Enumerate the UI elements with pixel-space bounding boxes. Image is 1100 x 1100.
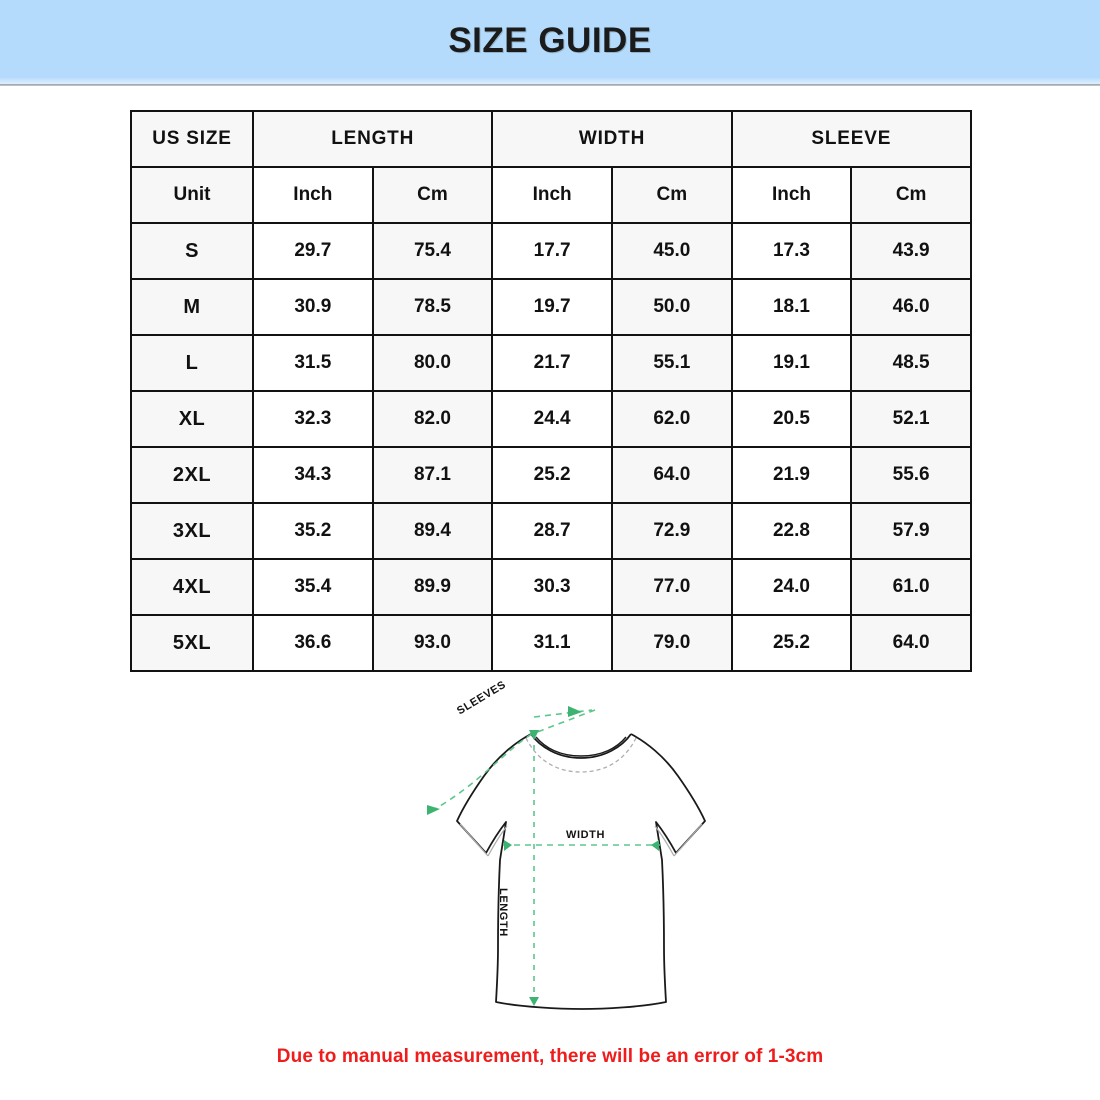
row-width-inch: 19.7: [491, 278, 613, 336]
row-width-inch: 21.7: [491, 334, 613, 392]
row-size: 2XL: [130, 446, 254, 504]
unit-sleeve-cm: Cm: [850, 166, 972, 224]
tshirt-svg: [427, 706, 706, 1010]
row-width-inch: 28.7: [491, 502, 613, 560]
row-sleeve-inch: 18.1: [730, 278, 853, 336]
row-width-inch: 24.4: [491, 390, 613, 448]
row-sleeve-inch: 20.5: [730, 390, 853, 448]
table-row: S 29.7 75.4 17.7 45.0 17.3 43.9: [130, 222, 972, 280]
row-sleeve-inch: 25.2: [730, 614, 853, 672]
column-header-length: LENGTH: [251, 110, 494, 168]
row-length-inch: 31.5: [252, 334, 374, 392]
table-row: M 30.9 78.5 19.7 50.0 18.1 46.0: [130, 278, 972, 336]
header-band: [0, 0, 1100, 84]
diagram-label-width: WIDTH: [566, 829, 606, 841]
row-width-inch: 25.2: [491, 446, 613, 504]
row-width-cm: 50.0: [610, 278, 733, 336]
row-width-cm: 55.1: [610, 334, 733, 392]
row-width-cm: 45.0: [610, 222, 733, 280]
page-title: SIZE GUIDE: [448, 21, 652, 60]
table-row: XL 32.3 82.0 24.4 62.0 20.5 52.1: [130, 390, 972, 448]
row-sleeve-inch: 21.9: [730, 446, 853, 504]
row-sleeve-cm: 57.9: [850, 502, 972, 560]
row-width-cm: 77.0: [610, 558, 733, 616]
row-length-inch: 29.7: [252, 222, 374, 280]
row-size: S: [130, 222, 254, 280]
size-guide-table: US SIZE LENGTH WIDTH SLEEVE Unit Inch Cm…: [130, 110, 972, 672]
row-size: M: [130, 278, 254, 336]
row-size: 4XL: [130, 558, 254, 616]
table-row: 2XL 34.3 87.1 25.2 64.0 21.9 55.6: [130, 446, 972, 504]
unit-length-inch: Inch: [252, 166, 374, 224]
unit-label: Unit: [130, 166, 254, 224]
row-size: L: [130, 334, 254, 392]
table-row: 5XL 36.6 93.0 31.1 79.0 25.2 64.0: [130, 614, 972, 672]
row-sleeve-cm: 61.0: [850, 558, 972, 616]
row-length-inch: 32.3: [252, 390, 374, 448]
size-guide-table-wrapper: US SIZE LENGTH WIDTH SLEEVE Unit Inch Cm…: [130, 110, 972, 672]
unit-sleeve-inch: Inch: [730, 166, 853, 224]
row-sleeve-inch: 19.1: [730, 334, 853, 392]
row-width-cm: 62.0: [610, 390, 733, 448]
unit-width-inch: Inch: [491, 166, 613, 224]
column-header-us-size: US SIZE: [130, 110, 254, 168]
row-length-inch: 35.4: [252, 558, 374, 616]
row-sleeve-inch: 22.8: [730, 502, 853, 560]
row-length-inch: 34.3: [252, 446, 374, 504]
row-sleeve-cm: 52.1: [850, 390, 972, 448]
row-width-inch: 30.3: [491, 558, 613, 616]
row-length-cm: 93.0: [371, 614, 494, 672]
tshirt-measurement-diagram: [400, 690, 760, 1020]
row-length-cm: 75.4: [371, 222, 494, 280]
row-sleeve-cm: 55.6: [850, 446, 972, 504]
row-length-cm: 87.1: [371, 446, 494, 504]
row-size: XL: [130, 390, 254, 448]
row-length-inch: 35.2: [252, 502, 374, 560]
row-length-cm: 89.4: [371, 502, 494, 560]
row-width-cm: 79.0: [610, 614, 733, 672]
row-length-cm: 82.0: [371, 390, 494, 448]
row-length-inch: 36.6: [252, 614, 374, 672]
measurement-disclaimer: Due to manual measurement, there will be…: [276, 1046, 824, 1067]
table-unit-row: Unit Inch Cm Inch Cm Inch Cm: [130, 166, 972, 224]
row-width-inch: 31.1: [491, 614, 613, 672]
row-size: 3XL: [130, 502, 254, 560]
unit-width-cm: Cm: [610, 166, 733, 224]
table-row: L 31.5 80.0 21.7 55.1 19.1 48.5: [130, 334, 972, 392]
header-divider: [0, 84, 1100, 86]
table-row: 4XL 35.4 89.9 30.3 77.0 24.0 61.0: [130, 558, 972, 616]
measurement-arrowheads: [427, 706, 659, 1006]
table-row: 3XL 35.2 89.4 28.7 72.9 22.8 57.9: [130, 502, 972, 560]
row-width-cm: 64.0: [610, 446, 733, 504]
diagram-label-length: LENGTH: [497, 888, 509, 937]
row-width-inch: 17.7: [491, 222, 613, 280]
row-length-cm: 80.0: [371, 334, 494, 392]
row-sleeve-cm: 46.0: [850, 278, 972, 336]
unit-length-cm: Cm: [371, 166, 494, 224]
row-width-cm: 72.9: [610, 502, 733, 560]
row-sleeve-inch: 24.0: [730, 558, 853, 616]
table-group-header-row: US SIZE LENGTH WIDTH SLEEVE: [130, 110, 972, 168]
row-sleeve-cm: 64.0: [850, 614, 972, 672]
header-sheen: [0, 78, 1100, 84]
row-sleeve-cm: 48.5: [850, 334, 972, 392]
row-size: 5XL: [130, 614, 254, 672]
row-sleeve-cm: 43.9: [850, 222, 972, 280]
tshirt-outline-icon: [456, 733, 706, 1010]
column-header-sleeve: SLEEVE: [730, 110, 972, 168]
tshirt-stitch-lines: [459, 737, 703, 857]
measurement-guides: [432, 709, 660, 1002]
row-length-cm: 78.5: [371, 278, 494, 336]
row-sleeve-inch: 17.3: [730, 222, 853, 280]
row-length-inch: 30.9: [252, 278, 374, 336]
row-length-cm: 89.9: [371, 558, 494, 616]
column-header-width: WIDTH: [491, 110, 733, 168]
